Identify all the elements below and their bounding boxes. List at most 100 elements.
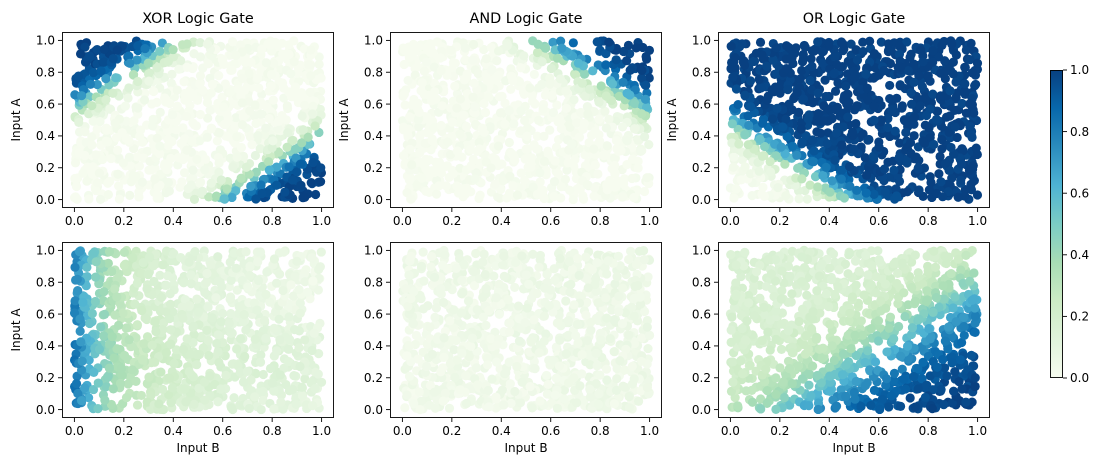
scatter-point <box>607 79 618 89</box>
scatter-point <box>915 101 925 111</box>
scatter-point <box>733 100 743 110</box>
scatter-point <box>271 278 282 288</box>
scatter-point <box>500 119 510 129</box>
scatter-point <box>154 399 164 409</box>
scatter-point <box>945 86 955 96</box>
scatter-point <box>403 124 414 134</box>
scatter-point <box>99 309 110 319</box>
scatter-point <box>568 194 578 205</box>
scatter-point <box>143 69 154 79</box>
scatter-point <box>545 79 555 89</box>
scatter-point <box>108 384 118 394</box>
scatter-point <box>136 390 146 401</box>
scatter-point <box>516 126 526 136</box>
scatter-point <box>265 297 275 307</box>
scatter-point <box>110 118 120 128</box>
scatter-point <box>82 176 92 186</box>
scatter-point <box>776 142 786 152</box>
y-tick-label: 1.0 <box>364 34 383 48</box>
scatter-point <box>112 45 122 55</box>
scatter-point <box>124 83 134 93</box>
scatter-point <box>315 262 325 272</box>
scatter-point <box>960 79 970 89</box>
scatter-point <box>936 91 946 101</box>
scatter-point <box>99 44 109 54</box>
scatter-point <box>895 138 905 148</box>
subplot-5: 0.0 0.2 0.4 0.6 0.8 1.00.00.20.40.60.81.0Inpu… <box>364 242 662 455</box>
scatter-point <box>556 123 566 134</box>
scatter-point <box>237 120 248 130</box>
scatter-point <box>772 103 782 113</box>
scatter-point <box>420 138 430 148</box>
scatter-point <box>150 357 160 367</box>
scatter-point <box>462 183 472 193</box>
scatter-point <box>797 137 807 147</box>
scatter-point <box>110 310 120 320</box>
y-axis-label: Input A <box>337 98 351 142</box>
scatter-point <box>602 141 612 151</box>
scatter-point <box>163 271 173 281</box>
scatter-point <box>436 120 446 131</box>
scatter-point <box>582 102 592 112</box>
scatter-point <box>100 395 110 405</box>
scatter-point <box>165 325 176 335</box>
scatter-point <box>522 131 532 141</box>
scatter-point <box>398 151 409 161</box>
scatter-point <box>643 343 653 354</box>
y-tick-label: 0.2 <box>36 371 55 385</box>
scatter-point <box>822 139 832 149</box>
scatter-point <box>195 109 205 120</box>
scatter-point <box>207 124 217 134</box>
scatter-point <box>182 111 192 122</box>
scatter-point <box>446 45 456 55</box>
scatter-point <box>289 370 299 381</box>
scatter-point <box>902 37 912 47</box>
scatter-point <box>771 151 781 161</box>
scatter-point <box>504 137 514 148</box>
scatter-point <box>92 124 102 134</box>
scatter-point <box>614 178 624 188</box>
scatter-point <box>577 78 587 88</box>
scatter-point <box>498 176 508 186</box>
x-tick-label: 0.6 <box>213 424 232 438</box>
scatter-point <box>211 293 221 303</box>
scatter-point <box>169 248 179 259</box>
scatter-point <box>166 398 176 408</box>
scatter-point <box>509 119 519 129</box>
scatter-point <box>849 144 859 154</box>
scatter-point <box>91 150 101 160</box>
scatter-point <box>434 181 444 191</box>
scatter-point <box>197 85 208 95</box>
scatter-point <box>163 140 173 151</box>
scatter-point <box>528 182 538 192</box>
scatter-point <box>87 308 97 319</box>
scatter-point <box>85 79 96 89</box>
scatter-point <box>243 282 253 292</box>
scatter-point <box>193 261 203 271</box>
scatter-point <box>817 47 828 57</box>
scatter-point <box>119 247 129 257</box>
scatter-point <box>113 145 123 155</box>
scatter-point <box>313 369 323 379</box>
scatter-point <box>134 161 145 171</box>
scatter-point <box>275 269 285 279</box>
scatter-point <box>885 80 895 91</box>
scatter-point <box>399 89 409 99</box>
scatter-point <box>214 357 224 368</box>
scatter-point <box>818 58 828 68</box>
y-tick-label: 0.2 <box>364 161 383 175</box>
scatter-point <box>149 86 159 97</box>
scatter-point <box>244 403 254 414</box>
scatter-point <box>306 45 316 55</box>
scatter-point <box>106 153 116 164</box>
scatter-point <box>815 128 826 138</box>
scatter-point <box>965 121 975 132</box>
scatter-point <box>300 277 310 287</box>
scatter-point <box>101 74 111 84</box>
scatter-point <box>202 132 212 142</box>
scatter-point <box>132 55 142 65</box>
scatter-point <box>70 296 80 306</box>
scatter-point <box>633 163 643 173</box>
scatter-point <box>956 159 967 169</box>
scatter-point <box>474 144 485 154</box>
